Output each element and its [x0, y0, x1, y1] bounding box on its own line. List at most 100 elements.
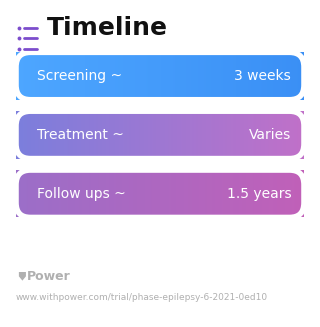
Bar: [200, 170, 202, 217]
Bar: [231, 111, 232, 159]
Bar: [289, 52, 290, 100]
Bar: [117, 170, 118, 217]
Bar: [172, 52, 173, 100]
Bar: [49, 170, 50, 217]
Bar: [54, 52, 56, 100]
Bar: [19, 52, 20, 100]
Bar: [263, 111, 264, 159]
Bar: [54, 111, 56, 159]
Bar: [288, 52, 289, 100]
Bar: [27, 111, 28, 159]
Bar: [129, 52, 131, 100]
Bar: [217, 52, 218, 100]
Bar: [279, 52, 280, 100]
Bar: [270, 170, 271, 217]
Bar: [210, 52, 211, 100]
Bar: [288, 170, 289, 217]
Bar: [66, 52, 67, 100]
Bar: [76, 111, 77, 159]
Bar: [250, 170, 252, 217]
Bar: [286, 111, 287, 159]
Bar: [294, 170, 296, 217]
Bar: [52, 52, 54, 100]
Bar: [211, 170, 212, 217]
Bar: [228, 111, 229, 159]
Bar: [220, 170, 221, 217]
Bar: [170, 111, 171, 159]
Bar: [109, 52, 110, 100]
Bar: [253, 52, 254, 100]
Bar: [114, 111, 115, 159]
Bar: [114, 52, 115, 100]
Bar: [84, 52, 85, 100]
Bar: [128, 52, 129, 100]
Bar: [171, 52, 172, 100]
Bar: [94, 170, 95, 217]
Bar: [86, 111, 87, 159]
Bar: [243, 52, 244, 100]
Bar: [63, 170, 64, 217]
Bar: [219, 52, 220, 100]
Bar: [24, 111, 25, 159]
Bar: [123, 111, 124, 159]
Bar: [149, 170, 150, 217]
Bar: [136, 52, 137, 100]
Bar: [248, 170, 249, 217]
Bar: [172, 170, 173, 217]
Bar: [176, 111, 177, 159]
Bar: [19, 170, 20, 217]
Bar: [182, 111, 183, 159]
Bar: [107, 111, 108, 159]
Bar: [159, 52, 160, 100]
Bar: [166, 170, 167, 217]
Bar: [275, 111, 276, 159]
Bar: [53, 52, 54, 100]
Bar: [276, 111, 277, 159]
Bar: [224, 52, 225, 100]
Bar: [271, 111, 273, 159]
Bar: [107, 170, 108, 217]
Bar: [237, 111, 238, 159]
Bar: [236, 170, 237, 217]
Bar: [170, 170, 171, 217]
Bar: [86, 170, 87, 217]
Bar: [77, 52, 79, 100]
Bar: [281, 170, 282, 217]
Bar: [76, 170, 77, 217]
Bar: [141, 52, 142, 100]
Bar: [240, 170, 241, 217]
Bar: [229, 52, 230, 100]
Bar: [182, 170, 183, 217]
Bar: [268, 52, 269, 100]
Bar: [291, 52, 292, 100]
Bar: [203, 52, 204, 100]
Bar: [63, 111, 64, 159]
Bar: [249, 111, 250, 159]
Bar: [246, 170, 248, 217]
Bar: [71, 52, 72, 100]
Bar: [269, 111, 271, 159]
Bar: [83, 111, 84, 159]
Bar: [274, 52, 275, 100]
Bar: [97, 52, 98, 100]
Bar: [141, 111, 142, 159]
Bar: [155, 111, 156, 159]
Bar: [49, 52, 50, 100]
Bar: [48, 170, 49, 217]
Bar: [156, 170, 157, 217]
Bar: [230, 111, 231, 159]
Bar: [78, 111, 80, 159]
Bar: [255, 52, 256, 100]
Bar: [83, 170, 84, 217]
Bar: [223, 170, 224, 217]
Bar: [26, 52, 27, 100]
Bar: [228, 52, 229, 100]
Bar: [212, 111, 213, 159]
Bar: [198, 111, 200, 159]
Bar: [234, 111, 235, 159]
Bar: [267, 170, 268, 217]
Bar: [283, 52, 284, 100]
Bar: [68, 170, 69, 217]
Bar: [175, 52, 176, 100]
Bar: [27, 52, 28, 100]
